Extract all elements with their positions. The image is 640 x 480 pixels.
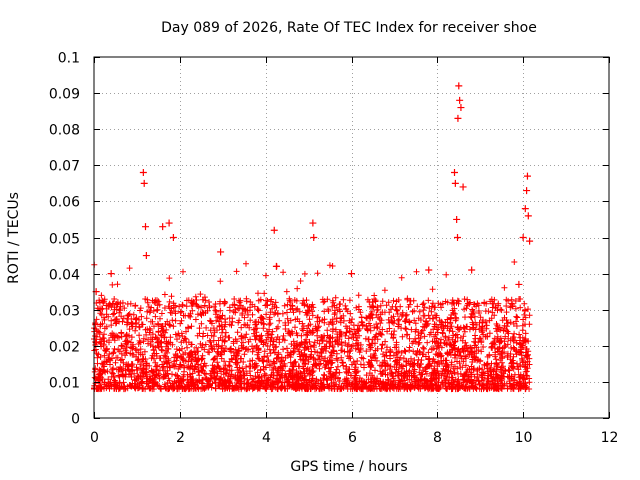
roti-point [169,234,177,241]
roti-point [521,205,529,213]
axis-ticks [94,57,610,419]
roti-point [142,252,150,260]
roti-point [142,223,149,231]
roti-point [454,114,462,122]
x-tick-label: 2 [176,430,185,446]
roti-point [456,96,464,104]
roti-point [425,266,433,274]
roti-point-cloud [91,259,533,393]
roti-point [468,266,476,274]
roti-point [107,270,115,278]
tick-labels: 0 2 4 6 8 10 12 0 0.01 0.02 0.03 0.04 0.05 0.06 0.07 0.… [49,51,619,447]
y-tick-label: 0.04 [49,268,80,284]
roti-point [310,234,318,241]
roti-point [459,183,467,191]
roti-point [140,179,148,187]
roti-point [348,270,355,278]
roti-point [272,262,280,270]
y-tick-label: 0.06 [49,195,80,211]
y-tick-label: 0.07 [49,159,80,175]
plot-frame [93,56,610,419]
roti-point [519,234,527,241]
y-tick-label: 0.01 [49,376,80,392]
roti-point [523,187,531,195]
x-tick-label: 6 [348,430,357,446]
x-tick-label: 4 [262,430,271,446]
roti-point [526,237,534,245]
x-axis-label: GPS time / hours [290,459,407,475]
y-tick-label: 0.03 [49,304,80,320]
roti-point [309,219,317,227]
roti-point [453,215,461,223]
y-axis-label: ROTI / TECUs [6,192,22,284]
roti-point [270,226,278,234]
y-tick-label: 0 [71,412,80,428]
chart-title: Day 089 of 2026, Rate Of TEC Index for r… [161,20,537,36]
x-tick-label: 0 [90,430,99,446]
y-tick-label: 0.08 [49,123,80,139]
roti-point [524,212,532,220]
y-tick-label: 0.02 [49,340,80,356]
x-tick-label: 10 [515,430,533,446]
roti-point [159,223,167,231]
roti-point [515,280,523,288]
roti-point [523,172,531,180]
data-points [91,82,534,393]
x-tick-label: 12 [601,430,619,446]
roti-point [217,248,225,256]
roti-point [455,82,463,90]
y-tick-label: 0.1 [58,51,80,67]
roti-point [451,169,458,177]
roti-point [454,234,462,241]
roti-point [457,104,465,112]
roti-point [139,169,147,177]
roti-point [165,219,173,227]
y-tick-label: 0.05 [49,232,80,248]
x-tick-label: 8 [433,430,442,446]
y-tick-label: 0.09 [49,87,80,103]
roti-point [451,179,459,187]
